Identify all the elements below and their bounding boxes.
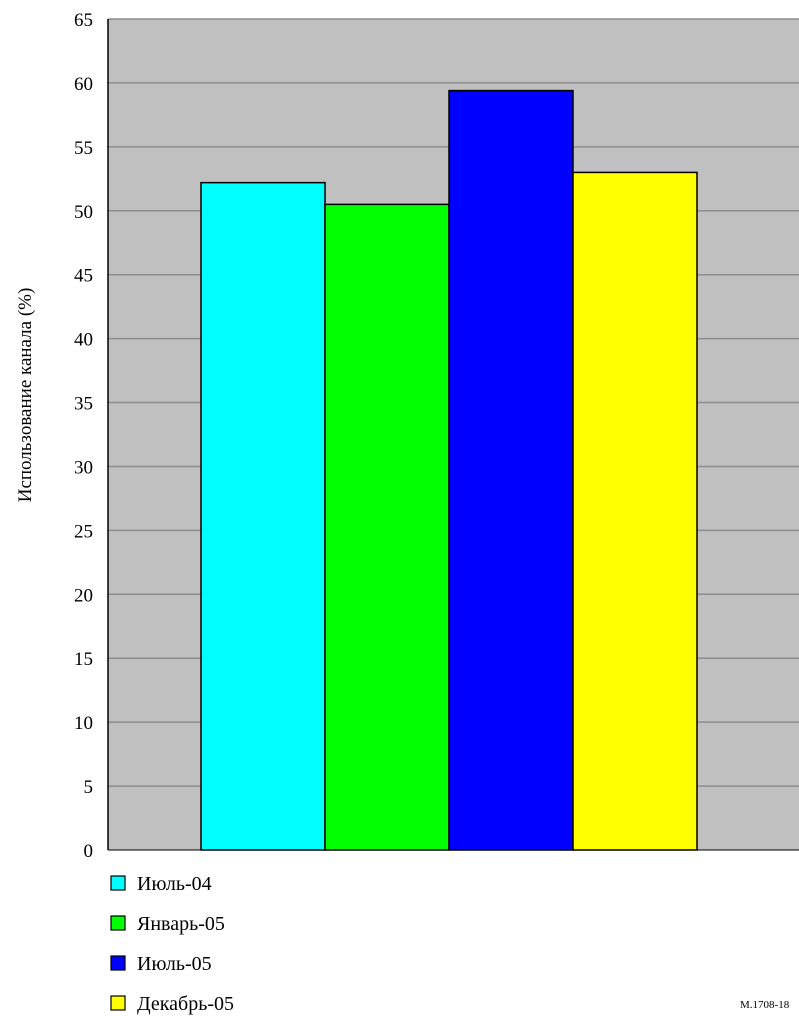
y-tick-label: 20	[74, 585, 93, 606]
y-axis-title: Использование канала (%)	[15, 288, 36, 503]
bar-1	[200, 181, 326, 851]
y-tick-label: 25	[74, 521, 93, 542]
y-tick-label: 50	[74, 202, 93, 223]
y-tick-label: 55	[74, 138, 93, 159]
legend: Июль-04 Январь-05 Июль-05 Декабрь-05	[110, 873, 234, 1015]
legend-label: Июль-05	[137, 953, 212, 975]
legend-swatch	[110, 875, 126, 891]
y-tick-label: 15	[74, 649, 93, 670]
y-tick-label: 65	[74, 10, 93, 31]
y-tick-label: 0	[84, 841, 94, 862]
figure-id: M.1708-18	[740, 999, 790, 1011]
y-tick-label: 40	[74, 330, 93, 351]
y-axis-ticks: 0 5 10 15 20 25 30 35 40 45 50 55 60 65	[74, 10, 93, 862]
legend-label: Декабрь-05	[137, 993, 234, 1015]
legend-label: Январь-05	[137, 913, 225, 935]
bars	[200, 89, 698, 851]
legend-label: Июль-04	[137, 873, 212, 895]
y-tick-label: 30	[74, 457, 93, 478]
y-tick-label: 5	[84, 777, 94, 798]
legend-swatch	[110, 995, 126, 1011]
y-tick-label: 10	[74, 713, 93, 734]
y-tick-label: 45	[74, 266, 93, 287]
y-tick-label: 60	[74, 74, 93, 95]
legend-swatch	[110, 955, 126, 971]
bar-4	[572, 171, 698, 851]
bar-3	[448, 89, 574, 851]
legend-swatch	[110, 915, 126, 931]
y-tick-label: 35	[74, 394, 93, 415]
bar-2	[324, 203, 450, 851]
